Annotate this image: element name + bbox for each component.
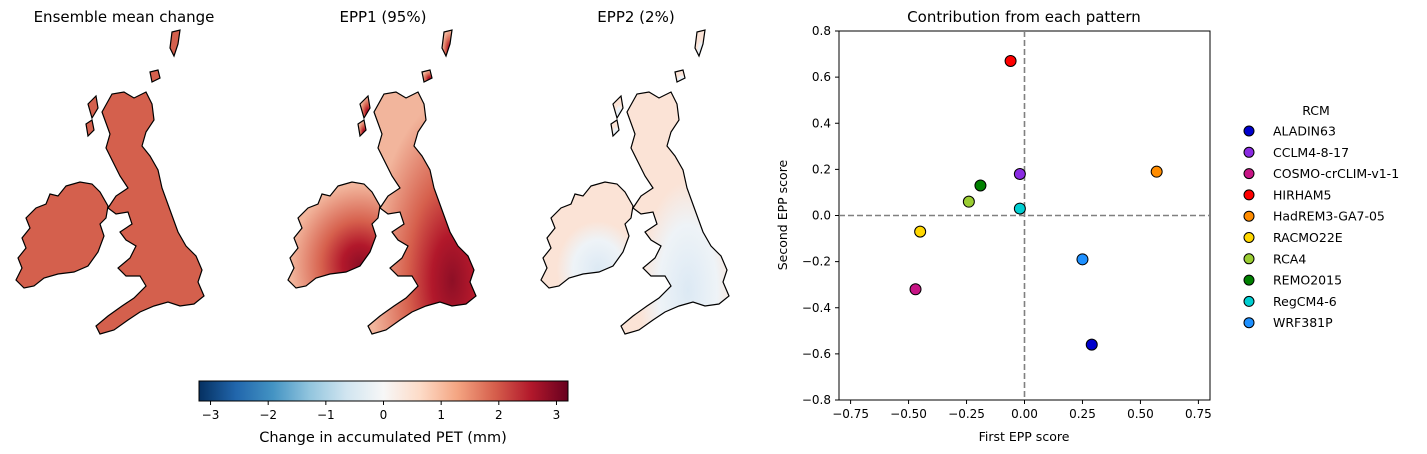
colorbar-tick-label: 1	[437, 408, 445, 422]
legend-marker	[1244, 275, 1254, 285]
legend-label: HIRHAM5	[1273, 187, 1331, 202]
colorbar-gradient	[199, 381, 568, 401]
colorbar-tick-label: 2	[495, 408, 503, 422]
legend-label: WRF381P	[1273, 315, 1333, 330]
legend-label: HadREM3-GA7-05	[1273, 209, 1385, 224]
y-axis-label: Second EPP score	[775, 159, 790, 270]
legend-marker	[1244, 254, 1254, 264]
legend-marker	[1244, 147, 1254, 157]
legend-item-remo2015: REMO2015	[1244, 273, 1342, 288]
legend-item-cosmo-crclim-v1-1: COSMO-crCLIM-v1-1	[1244, 166, 1399, 181]
y-tick-label: −0.8	[802, 393, 831, 407]
x-tick-label: 0.00	[1011, 407, 1038, 421]
point-hirham5	[1005, 55, 1016, 66]
legend-label: CCLM4-8-17	[1273, 145, 1349, 160]
colorbar-tick-label: −3	[202, 408, 220, 422]
legend-item-regcm4-6: RegCM4-6	[1244, 294, 1337, 309]
y-tick-label: 0.0	[812, 209, 831, 223]
point-regcm4-6	[1014, 203, 1025, 214]
legend-label: RACMO22E	[1273, 230, 1343, 245]
legend-item-cclm4-8-17: CCLM4-8-17	[1244, 145, 1349, 160]
legend-label: RCA4	[1273, 251, 1306, 266]
y-tick-label: 0.2	[812, 162, 831, 176]
map-title-epp2: EPP2 (2%)	[597, 8, 674, 26]
x-axis-ticks: −0.75 −0.50 −0.25 0.00 0.25 0.50 0.75	[832, 400, 1212, 421]
point-cosmo-crclim-v1-1	[910, 284, 921, 295]
map-title-ensemble-mean: Ensemble mean change	[34, 8, 215, 26]
map-epp2	[541, 30, 729, 334]
legend-item-rca4: RCA4	[1244, 251, 1306, 266]
legend-label: RegCM4-6	[1273, 294, 1337, 309]
colorbar-tick-label: −2	[259, 408, 277, 422]
legend-marker	[1244, 318, 1254, 328]
legend-marker	[1244, 233, 1254, 243]
legend-label: COSMO-crCLIM-v1-1	[1273, 166, 1399, 181]
legend-item-hadrem3-ga7-05: HadREM3-GA7-05	[1244, 209, 1385, 224]
y-tick-label: −0.6	[802, 347, 831, 361]
point-cclm4-8-17	[1014, 168, 1025, 179]
colorbar-tick-label: 0	[380, 408, 388, 422]
point-remo2015	[975, 180, 986, 191]
colorbar: −3 −2 −1 0 1 2 3 Change in accumulated PET (mm…	[199, 381, 568, 446]
colorbar-label: Change in accumulated PET (mm)	[259, 430, 507, 446]
point-racmo22e	[915, 226, 926, 237]
legend-title: RCM	[1302, 103, 1330, 118]
reference-lines	[839, 31, 1210, 400]
colorbar-ticks: −3 −2 −1 0 1 2 3	[202, 401, 561, 422]
y-axis-ticks: −0.8 −0.6 −0.4 −0.2 0.0 0.2 0.4 0.6 0.8	[802, 24, 839, 407]
legend-label: REMO2015	[1273, 273, 1342, 288]
y-tick-label: 0.8	[812, 24, 831, 38]
point-hadrem3-ga7-05	[1151, 166, 1162, 177]
y-tick-label: 0.6	[812, 70, 831, 84]
x-tick-label: 0.50	[1127, 407, 1154, 421]
x-tick-label: 0.25	[1069, 407, 1096, 421]
y-tick-label: −0.4	[802, 301, 831, 315]
legend-marker	[1244, 126, 1254, 136]
point-aladin63	[1086, 339, 1097, 350]
data-points	[910, 55, 1162, 350]
legend-item-wrf381p: WRF381P	[1244, 315, 1333, 330]
x-axis-label: First EPP score	[979, 429, 1070, 444]
legend: RCM ALADIN63 CCLM4-8-17 COSMO-crCLIM-v1-1 H…	[1244, 103, 1399, 330]
legend-marker	[1244, 169, 1254, 179]
legend-marker	[1244, 296, 1254, 306]
point-wrf381p	[1077, 254, 1088, 265]
colorbar-tick-label: 3	[553, 408, 561, 422]
legend-marker	[1244, 211, 1254, 221]
colorbar-tick-label: −1	[317, 408, 335, 422]
x-tick-label: 0.75	[1185, 407, 1212, 421]
chart-title: Contribution from each pattern	[907, 8, 1141, 26]
legend-item-racmo22e: RACMO22E	[1244, 230, 1343, 245]
y-tick-label: −0.2	[802, 255, 831, 269]
legend-marker	[1244, 190, 1254, 200]
point-rca4	[963, 196, 974, 207]
x-tick-label: −0.75	[832, 407, 869, 421]
x-tick-label: −0.25	[948, 407, 985, 421]
legend-item-hirham5: HIRHAM5	[1244, 187, 1331, 202]
y-tick-label: 0.4	[812, 116, 831, 130]
map-epp1	[288, 30, 476, 334]
legend-label: ALADIN63	[1273, 124, 1336, 139]
map-ensemble-mean	[16, 30, 204, 334]
scatter-chart: Contribution from each pattern −0.75 −0.5…	[775, 8, 1212, 444]
map-title-epp1: EPP1 (95%)	[340, 8, 427, 26]
x-tick-label: −0.50	[890, 407, 927, 421]
legend-item-aladin63: ALADIN63	[1244, 124, 1336, 139]
